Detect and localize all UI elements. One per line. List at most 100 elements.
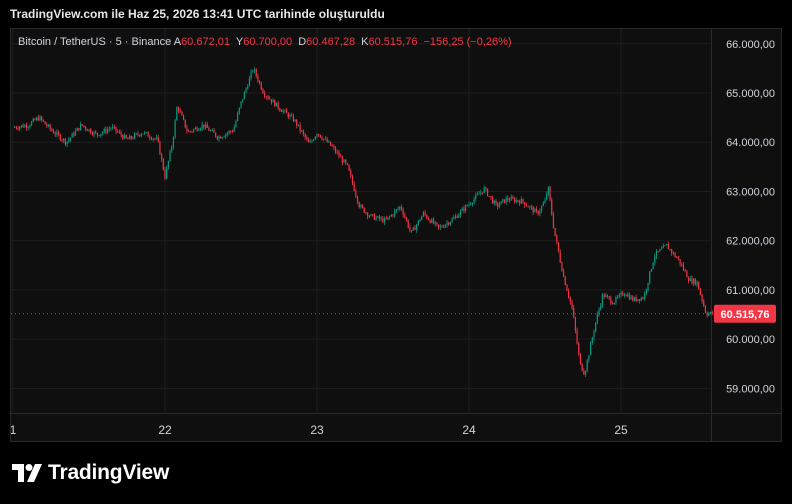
candle-body (243, 92, 245, 100)
candle-body (255, 69, 257, 76)
candle-body (257, 75, 259, 82)
candle-body (210, 130, 212, 132)
candle-body (434, 222, 436, 224)
candle-body (367, 212, 369, 217)
candles (14, 67, 713, 377)
candle-body (39, 116, 41, 121)
candle-body (56, 132, 58, 135)
candle-body (191, 131, 193, 133)
candle-body (83, 125, 85, 127)
candle-body (497, 203, 499, 207)
candle-body (635, 297, 637, 301)
candle-body (681, 264, 683, 265)
candle-body (282, 110, 284, 113)
candle-body (93, 131, 95, 135)
candle-body (465, 205, 467, 211)
tradingview-logo[interactable]: TradingView (12, 461, 169, 485)
candle-body (328, 141, 330, 143)
candle-body (432, 219, 435, 224)
candle-body (115, 126, 117, 132)
candle-body (17, 128, 19, 130)
candle-body (69, 137, 72, 140)
candle-body (431, 219, 433, 223)
candle-body (446, 222, 448, 225)
candle-body (306, 137, 308, 140)
y-tick-label: 61.000,00 (726, 285, 775, 297)
candle-body (686, 271, 688, 278)
candle-body (480, 192, 482, 194)
candle-body (468, 204, 470, 206)
candle-body (292, 115, 294, 122)
candle-body (326, 138, 328, 143)
legend-high-label: Y (235, 36, 244, 48)
candle-body (32, 118, 34, 122)
candle-body (250, 71, 252, 78)
candle-body (206, 124, 208, 129)
candle-body (260, 82, 262, 90)
candle-body (642, 297, 644, 299)
candle-body (59, 134, 61, 141)
candle-body (22, 125, 24, 128)
candle-body (649, 271, 651, 283)
candle-body (444, 224, 446, 228)
candle-body (304, 134, 306, 138)
candle-body (397, 208, 399, 210)
candle-body (711, 311, 713, 314)
candle-body (194, 127, 196, 130)
candle-body (385, 218, 387, 220)
candle-body (101, 132, 104, 134)
candle-body (579, 354, 582, 364)
candle-body (37, 117, 39, 121)
candle-body (667, 244, 669, 250)
candle-body (123, 135, 126, 139)
candle-body (350, 170, 352, 176)
x-tick-label: 25 (614, 423, 628, 437)
candle-body (500, 201, 502, 205)
candle-body (622, 292, 624, 296)
candle-body (30, 121, 33, 126)
price-chart[interactable]: 66.000,00 65.000,00 64.000,00 63.000,00 62.0… (11, 29, 781, 441)
candle-body (193, 129, 195, 132)
legend-low-value: 60.467,28 (306, 36, 356, 48)
y-tick-label: 64.000,00 (726, 137, 775, 149)
candle-body (552, 214, 555, 228)
candle-body (508, 199, 511, 201)
candle-body (650, 269, 652, 272)
candle-body (286, 110, 288, 114)
candle-body (157, 137, 159, 142)
candle-body (171, 146, 173, 152)
candle-body (402, 209, 404, 215)
candle-body (473, 198, 475, 204)
legend-change: −156,25 (−0,26%) (423, 36, 512, 48)
candle-body (223, 136, 225, 138)
candle-body (182, 115, 185, 120)
candle-body (493, 200, 495, 204)
candle-body (230, 131, 232, 132)
candle-body (235, 120, 237, 128)
candle-body (451, 218, 453, 223)
candle-body (427, 218, 430, 220)
candle-body (611, 303, 614, 305)
candle-body (463, 208, 465, 211)
candle-body (529, 206, 531, 208)
candle-body (353, 183, 355, 191)
candle-body (407, 220, 409, 228)
candle-body (454, 216, 457, 218)
candle-body (149, 136, 151, 139)
candle-body (541, 206, 543, 211)
candle-body (525, 205, 528, 207)
chart-area[interactable]: 66.000,00 65.000,00 64.000,00 63.000,00 62.0… (10, 28, 782, 442)
symbol-legend: Bitcoin / TetherUS · 5 · Binance A60.672… (18, 36, 512, 48)
candle-body (334, 147, 337, 153)
candle-body (348, 164, 350, 171)
legend-close-value: 60.515,76 (368, 36, 418, 48)
candle-body (659, 249, 661, 252)
candle-body (456, 216, 458, 218)
candle-body (527, 206, 529, 208)
candle-body (436, 222, 438, 225)
candle-body (155, 137, 158, 139)
candle-body (314, 136, 316, 140)
candle-body (530, 206, 533, 208)
candle-body (74, 130, 77, 136)
legend-open-label: A (173, 36, 182, 48)
